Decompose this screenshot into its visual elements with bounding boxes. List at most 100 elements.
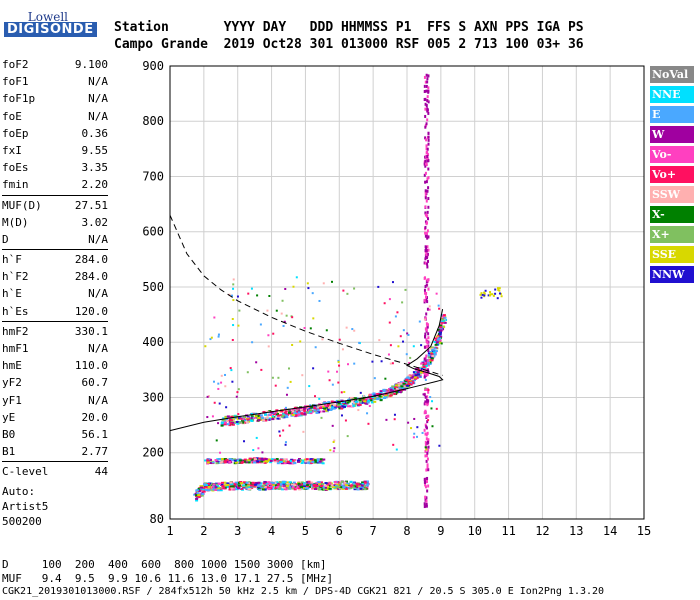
echo-point — [423, 261, 426, 265]
echo-point — [427, 235, 430, 239]
echo-point — [321, 462, 325, 465]
echo-point — [230, 487, 234, 490]
echo-point — [266, 309, 269, 312]
echo-point — [211, 415, 214, 418]
echo-point — [237, 484, 241, 487]
echo-point — [226, 423, 230, 426]
echo-point — [203, 483, 207, 486]
echo-point — [428, 352, 432, 355]
param-row: MUF(D) 27.51 — [2, 197, 108, 214]
echo-point — [328, 487, 332, 490]
echo-point — [427, 390, 430, 394]
echo-point — [308, 460, 312, 463]
echo-point — [341, 348, 344, 351]
echo-point — [440, 321, 444, 324]
echo-point — [422, 393, 425, 396]
echo-point — [421, 431, 424, 434]
echo-point — [236, 391, 239, 394]
echo-point — [307, 480, 311, 483]
legend-item: NoVal — [650, 66, 694, 83]
echo-point — [285, 393, 288, 396]
param-name: hmF1 — [2, 342, 29, 355]
param-name: B0 — [2, 427, 16, 441]
echo-point — [344, 419, 347, 422]
echo-point — [253, 483, 257, 486]
echo-point — [220, 374, 223, 377]
echo-point — [215, 439, 218, 442]
echo-point — [427, 414, 430, 418]
echo-point — [242, 460, 246, 463]
echo-point — [331, 485, 335, 488]
echo-point — [263, 460, 267, 463]
echo-point — [267, 487, 271, 490]
echo-point — [245, 481, 249, 484]
echo-point — [394, 386, 398, 389]
echo-point — [195, 497, 199, 500]
echo-point — [240, 482, 244, 485]
param-row: h`F2 284.0 — [2, 268, 108, 285]
echo-point — [207, 489, 211, 492]
echo-point — [346, 405, 350, 408]
echo-point — [241, 419, 245, 422]
echo-point — [437, 328, 441, 331]
echo-point — [314, 487, 318, 490]
echo-point — [429, 350, 433, 353]
echo-point — [317, 406, 321, 409]
echo-point — [386, 394, 390, 397]
echo-point — [427, 248, 430, 252]
echo-point — [233, 421, 237, 424]
echo-point — [248, 460, 252, 463]
echo-point — [409, 375, 413, 378]
echo-point — [238, 458, 242, 461]
echo-point — [311, 292, 314, 295]
echo-point — [424, 196, 427, 200]
echo-point — [223, 460, 227, 463]
echo-point — [325, 405, 329, 408]
echo-point — [412, 436, 415, 439]
echo-point — [426, 99, 429, 103]
echo-point — [338, 364, 341, 367]
header-labels: Station YYYY DAY DDD HHMMSS P1 FFS S AXN… — [114, 20, 584, 35]
echo-point — [302, 430, 305, 433]
echo-point — [428, 362, 432, 365]
echo-point — [423, 89, 426, 93]
echo-point — [211, 488, 215, 491]
y-tick-label: 200 — [142, 446, 164, 460]
echo-point — [362, 394, 365, 397]
echo-point — [270, 458, 274, 461]
echo-point — [283, 485, 287, 488]
echo-point — [297, 458, 301, 461]
echo-point — [425, 328, 428, 332]
echo-point — [351, 486, 355, 489]
echo-point — [263, 481, 267, 484]
echo-point — [206, 459, 210, 462]
echo-point — [425, 254, 428, 258]
echo-point — [425, 454, 428, 458]
echo-point — [480, 292, 483, 295]
echo-point — [423, 480, 426, 484]
echo-point — [290, 412, 294, 415]
echo-point — [324, 482, 328, 485]
echo-point — [217, 335, 220, 338]
param-name: yF2 — [2, 376, 22, 390]
echo-point — [233, 459, 237, 462]
echo-point — [434, 337, 438, 340]
echo-point — [427, 354, 431, 357]
echo-point — [285, 414, 289, 417]
echo-point — [394, 315, 397, 318]
echo-point — [394, 389, 398, 392]
echo-point — [426, 431, 429, 435]
autoscaling-info: Auto: Artist5 500200 — [2, 484, 48, 529]
echo-point — [346, 435, 349, 438]
echo-point — [224, 484, 228, 487]
echo-point — [305, 458, 309, 461]
echo-point — [324, 484, 328, 487]
param-name: foF1p — [2, 92, 36, 106]
echo-point — [349, 480, 353, 483]
echo-point — [356, 483, 360, 486]
echo-point — [395, 391, 399, 394]
echo-point — [423, 288, 426, 292]
echo-point — [270, 485, 274, 488]
echo-point — [439, 335, 443, 338]
echo-point — [337, 359, 340, 362]
